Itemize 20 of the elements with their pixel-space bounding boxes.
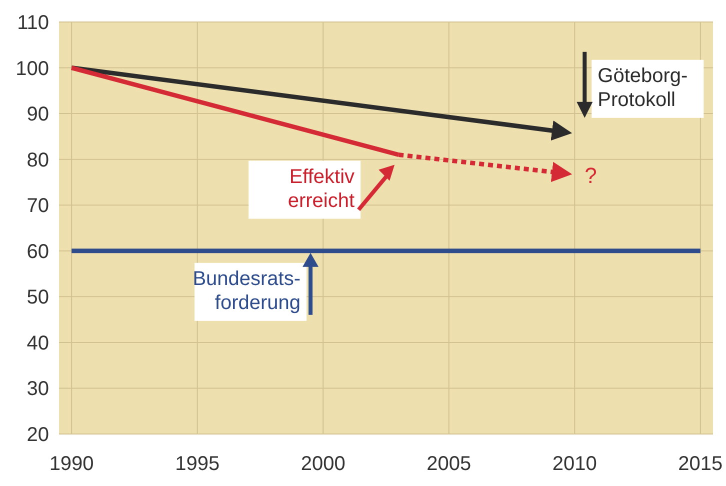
y-tick-label: 20 <box>26 424 49 446</box>
x-tick-label: 2010 <box>552 453 597 475</box>
annotation: ? <box>584 163 597 188</box>
y-tick-label: 90 <box>26 104 49 126</box>
x-tick-label: 1990 <box>49 453 94 475</box>
annotation: Bundesrats-forderung <box>192 268 301 314</box>
y-tick-label: 80 <box>26 149 49 172</box>
annotation: Göteborg-Protokoll <box>598 64 688 111</box>
x-tick-label: 2000 <box>300 453 346 475</box>
x-tick-label: 1995 <box>175 453 220 475</box>
y-tick-label: 110 <box>17 12 49 34</box>
x-tick-label: 2005 <box>426 453 472 475</box>
y-tick-label: 60 <box>26 240 49 263</box>
y-tick-label: 100 <box>16 58 49 80</box>
x-tick-label: 2015 <box>678 453 723 475</box>
y-tick-label: 40 <box>26 332 49 354</box>
y-tick-label: 50 <box>26 286 49 309</box>
y-tick-label: 30 <box>26 378 49 400</box>
y-tick-label: 70 <box>26 195 49 218</box>
annotation: Effektiv erreicht <box>288 166 356 212</box>
